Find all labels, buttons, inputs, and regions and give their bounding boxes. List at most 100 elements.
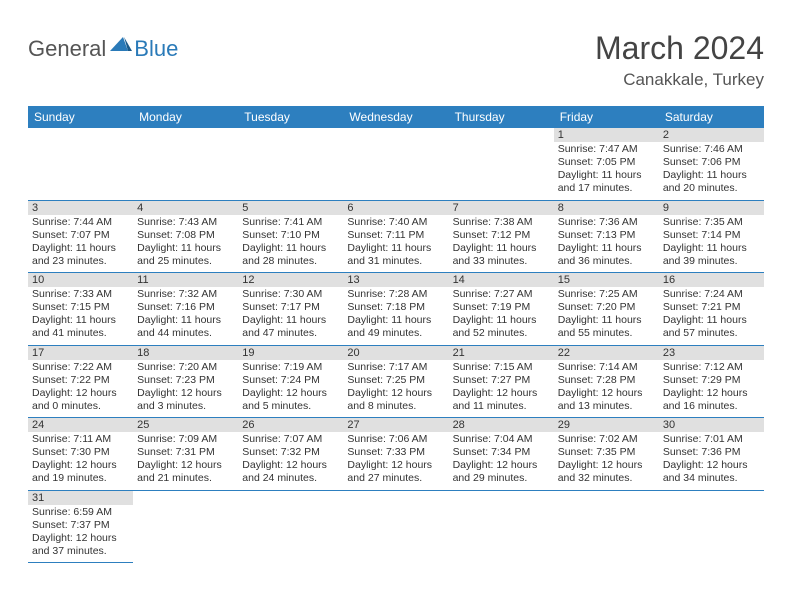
daylight-text-2: and 21 minutes. [137,472,234,485]
empty-day-number [554,490,659,505]
daynum-row: 24252627282930 [28,418,764,433]
sunset-text: Sunset: 7:19 PM [453,301,550,314]
day-number: 7 [449,200,554,215]
daylight-text-2: and 39 minutes. [663,255,760,268]
daylight-text-1: Daylight: 12 hours [558,459,655,472]
daynum-row: 10111213141516 [28,273,764,288]
sunrise-text: Sunrise: 7:17 AM [347,361,444,374]
sunrise-text: Sunrise: 7:44 AM [32,216,129,229]
logo: General Blue [28,36,178,62]
sunset-text: Sunset: 7:13 PM [558,229,655,242]
sunset-text: Sunset: 7:34 PM [453,446,550,459]
daylight-text-2: and 37 minutes. [32,545,129,558]
day-cell: Sunrise: 7:06 AMSunset: 7:33 PMDaylight:… [343,432,448,490]
sunset-text: Sunset: 7:22 PM [32,374,129,387]
day-cell: Sunrise: 7:02 AMSunset: 7:35 PMDaylight:… [554,432,659,490]
daylight-text-1: Daylight: 11 hours [137,314,234,327]
day-cell: Sunrise: 7:30 AMSunset: 7:17 PMDaylight:… [238,287,343,345]
daylight-text-1: Daylight: 12 hours [242,459,339,472]
day-cell: Sunrise: 7:15 AMSunset: 7:27 PMDaylight:… [449,360,554,418]
sunset-text: Sunset: 7:05 PM [558,156,655,169]
day-number: 27 [343,418,448,433]
sunrise-text: Sunrise: 7:04 AM [453,433,550,446]
daylight-text-2: and 20 minutes. [663,182,760,195]
daylight-text-2: and 13 minutes. [558,400,655,413]
dayhead-sat: Saturday [659,106,764,128]
day-number: 18 [133,345,238,360]
daylight-text-1: Daylight: 11 hours [242,314,339,327]
sunrise-text: Sunrise: 7:22 AM [32,361,129,374]
day-cell: Sunrise: 7:25 AMSunset: 7:20 PMDaylight:… [554,287,659,345]
day-cell: Sunrise: 7:28 AMSunset: 7:18 PMDaylight:… [343,287,448,345]
sunrise-text: Sunrise: 7:47 AM [558,143,655,156]
daylight-text-2: and 19 minutes. [32,472,129,485]
daylight-text-2: and 33 minutes. [453,255,550,268]
sunset-text: Sunset: 7:35 PM [558,446,655,459]
day-cell: Sunrise: 7:04 AMSunset: 7:34 PMDaylight:… [449,432,554,490]
sunset-text: Sunset: 7:18 PM [347,301,444,314]
daylight-text-1: Daylight: 11 hours [347,242,444,255]
sunrise-text: Sunrise: 7:46 AM [663,143,760,156]
logo-text-blue: Blue [134,36,178,62]
daylight-text-2: and 25 minutes. [137,255,234,268]
sunset-text: Sunset: 7:25 PM [347,374,444,387]
daylight-text-1: Daylight: 11 hours [663,242,760,255]
day-header-row: Sunday Monday Tuesday Wednesday Thursday… [28,106,764,128]
sunset-text: Sunset: 7:12 PM [453,229,550,242]
sunset-text: Sunset: 7:17 PM [242,301,339,314]
sunset-text: Sunset: 7:16 PM [137,301,234,314]
dayhead-thu: Thursday [449,106,554,128]
daylight-text-1: Daylight: 11 hours [453,314,550,327]
day-number: 16 [659,273,764,288]
daylight-text-1: Daylight: 12 hours [347,459,444,472]
daynum-row: 31 [28,490,764,505]
title-block: March 2024 Canakkale, Turkey [595,30,764,90]
sunset-text: Sunset: 7:10 PM [242,229,339,242]
day-cell: Sunrise: 7:47 AMSunset: 7:05 PMDaylight:… [554,142,659,200]
sail-icon [110,37,132,51]
day-cell: Sunrise: 7:11 AMSunset: 7:30 PMDaylight:… [28,432,133,490]
day-number: 12 [238,273,343,288]
daylight-text-2: and 41 minutes. [32,327,129,340]
day-cell: Sunrise: 7:46 AMSunset: 7:06 PMDaylight:… [659,142,764,200]
daylight-text-2: and 36 minutes. [558,255,655,268]
daylight-text-2: and 55 minutes. [558,327,655,340]
daylight-text-1: Daylight: 11 hours [453,242,550,255]
day-number: 21 [449,345,554,360]
day-number: 29 [554,418,659,433]
day-content-row: Sunrise: 7:11 AMSunset: 7:30 PMDaylight:… [28,432,764,490]
calendar-table: Sunday Monday Tuesday Wednesday Thursday… [28,106,764,563]
day-number: 3 [28,200,133,215]
sunrise-text: Sunrise: 7:20 AM [137,361,234,374]
day-content-row: Sunrise: 6:59 AMSunset: 7:37 PMDaylight:… [28,505,764,563]
sunset-text: Sunset: 7:14 PM [663,229,760,242]
sunrise-text: Sunrise: 7:11 AM [32,433,129,446]
day-number: 9 [659,200,764,215]
sunrise-text: Sunrise: 7:35 AM [663,216,760,229]
daylight-text-2: and 3 minutes. [137,400,234,413]
empty-day-number [133,490,238,505]
sunrise-text: Sunrise: 7:30 AM [242,288,339,301]
dayhead-wed: Wednesday [343,106,448,128]
sunset-text: Sunset: 7:06 PM [663,156,760,169]
day-number: 5 [238,200,343,215]
header: General Blue March 2024 Canakkale, Turke… [28,30,764,90]
daylight-text-1: Daylight: 11 hours [558,242,655,255]
daylight-text-1: Daylight: 12 hours [137,459,234,472]
daylight-text-1: Daylight: 12 hours [453,387,550,400]
daylight-text-1: Daylight: 12 hours [347,387,444,400]
sunset-text: Sunset: 7:28 PM [558,374,655,387]
sunset-text: Sunset: 7:08 PM [137,229,234,242]
sunrise-text: Sunrise: 7:40 AM [347,216,444,229]
daylight-text-1: Daylight: 11 hours [137,242,234,255]
sunset-text: Sunset: 7:11 PM [347,229,444,242]
daylight-text-2: and 11 minutes. [453,400,550,413]
day-number: 19 [238,345,343,360]
daylight-text-2: and 34 minutes. [663,472,760,485]
empty-day-cell [449,505,554,563]
daylight-text-2: and 32 minutes. [558,472,655,485]
daylight-text-1: Daylight: 12 hours [32,532,129,545]
sunrise-text: Sunrise: 7:32 AM [137,288,234,301]
daylight-text-1: Daylight: 11 hours [347,314,444,327]
day-content-row: Sunrise: 7:22 AMSunset: 7:22 PM Daylight:… [28,360,764,418]
